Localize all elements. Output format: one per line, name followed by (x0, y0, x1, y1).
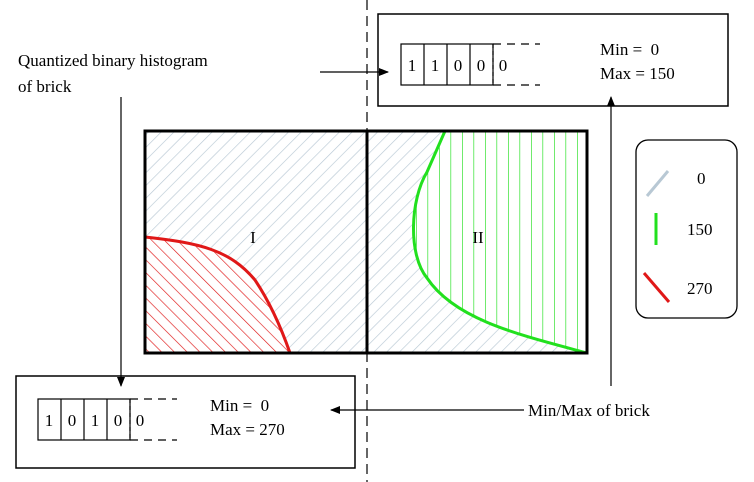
histogram-annotation: of brick (18, 77, 72, 96)
region-150-boundary (412, 130, 588, 355)
legend-swatch-270 (642, 272, 671, 303)
histogram-bit: 0 (477, 56, 486, 75)
histogram-bit: 0 (114, 411, 123, 430)
legend: 0 150 270 (635, 139, 738, 319)
brick-bottom-min: Min = 0 (210, 396, 269, 415)
brick-bottom-max: Max = 270 (210, 420, 285, 439)
region-270-boundary (144, 235, 292, 354)
brick-bottom-box: 1 0 1 0 0 Min = 0 Max = 270 (15, 375, 356, 469)
region-label-I: I (250, 228, 256, 247)
brick-bottom-histogram: 1 0 1 0 0 (37, 398, 177, 441)
brick-top-min: Min = 0 (600, 40, 659, 59)
histogram-bit: 1 (431, 56, 440, 75)
brick-top-max: Max = 150 (600, 64, 675, 83)
region-150-fill (413, 131, 587, 353)
minmax-annotation: Min/Max of brick (528, 401, 650, 420)
histogram-bit: 0 (454, 56, 463, 75)
brick-field: I II (143, 129, 589, 355)
brick-top-box: 1 1 0 0 0 Min = 0 Max = 150 (377, 13, 729, 107)
histogram-bit: 0 (136, 411, 145, 430)
region-label-II: II (472, 228, 484, 247)
histogram-bit: 1 (91, 411, 100, 430)
histogram-bit: 0 (499, 56, 508, 75)
histogram-bit: 1 (408, 56, 417, 75)
brick-top-histogram: 1 1 0 0 0 (400, 43, 540, 86)
histogram-bit: 1 (45, 411, 54, 430)
region-270-fill (145, 237, 290, 353)
histogram-bit: 0 (68, 411, 77, 430)
legend-swatch-0 (645, 170, 670, 197)
legend-label: 270 (687, 279, 713, 298)
legend-label: 0 (697, 169, 706, 188)
histogram-annotation: Quantized binary histogram (18, 51, 208, 70)
legend-label: 150 (687, 220, 713, 239)
